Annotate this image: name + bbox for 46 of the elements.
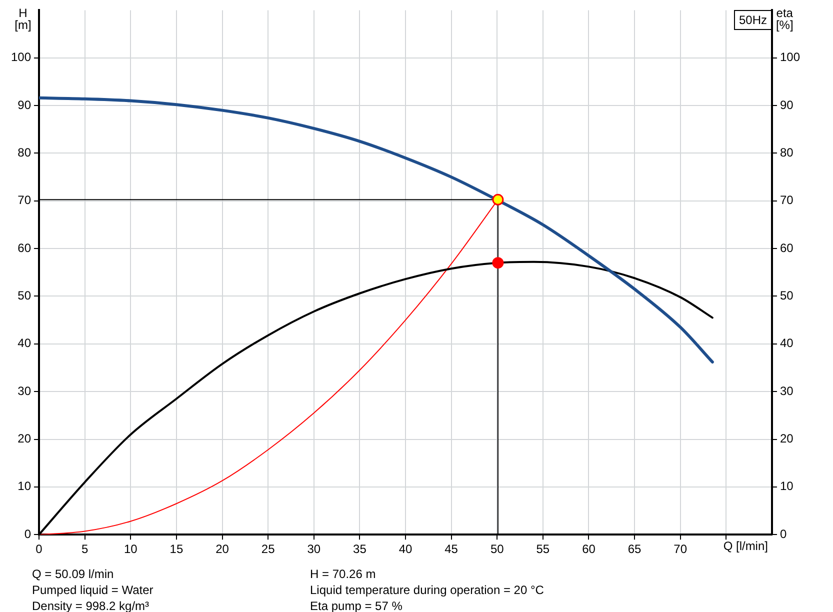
y2-tick-label: 90 <box>780 98 794 112</box>
y2-tick-label: 40 <box>780 336 794 350</box>
x-tick-label: 20 <box>216 542 230 556</box>
y-tick-label: 50 <box>18 288 32 303</box>
y-tick-label: 10 <box>18 479 32 494</box>
text: Pumped liquid = Water <box>32 582 154 598</box>
y-tick-label: 80 <box>18 146 32 160</box>
y-tick-label: 70 <box>18 193 32 208</box>
y2-tick-label: 80 <box>780 146 794 160</box>
x-axis-title: Q [l/min] <box>723 538 768 553</box>
y-tick-label: 20 <box>18 432 32 446</box>
y2-tick-label: 50 <box>780 288 794 303</box>
y-tick-label: 0 <box>24 526 32 541</box>
x-tick-label: 70 <box>674 542 688 556</box>
line-series <box>39 96 714 364</box>
x-tick-label: 45 <box>444 542 458 556</box>
y2-tick-label: 60 <box>780 240 794 255</box>
chart-title: 50Hz <box>734 10 772 30</box>
text: H = 70.26 m <box>310 566 377 582</box>
y2-tick-label: 30 <box>780 384 794 398</box>
y-tick-label: 90 <box>18 98 32 112</box>
x-tick-label: 35 <box>353 542 367 556</box>
x-tick-label: 25 <box>261 542 276 556</box>
y2-tick-label: 20 <box>780 432 794 446</box>
y2-tick-label: 100 <box>780 50 800 64</box>
y2-tick-label: 70 <box>780 193 794 208</box>
y-tick-label: 60 <box>18 240 32 255</box>
x-tick-label: 5 <box>81 542 88 556</box>
x-tick-label: 10 <box>124 542 138 556</box>
text: Liquid temperature during operation = 20 °C <box>310 582 545 598</box>
text: Q = 50.09 l/min <box>32 566 115 582</box>
x-tick-label: 50 <box>490 542 504 556</box>
y-tick-label: 40 <box>18 336 32 350</box>
x-tick-label: 60 <box>582 542 596 556</box>
y-axis-title: H [m] <box>14 6 32 32</box>
x-tick-label: 55 <box>536 542 550 556</box>
x-tick-label: 15 <box>170 542 184 556</box>
y-tick-label: 30 <box>18 384 32 398</box>
x-tick-label: 0 <box>36 542 43 556</box>
x-tick-label: 40 <box>398 542 412 556</box>
y2-tick-label: 10 <box>780 479 794 494</box>
x-tick-label: 30 <box>307 542 321 556</box>
y2-tick-label: 0 <box>780 526 787 541</box>
x-tick-label: 65 <box>628 542 642 556</box>
y-tick-label: 100 <box>10 50 32 64</box>
y2-axis-title: eta [%] <box>776 6 794 32</box>
